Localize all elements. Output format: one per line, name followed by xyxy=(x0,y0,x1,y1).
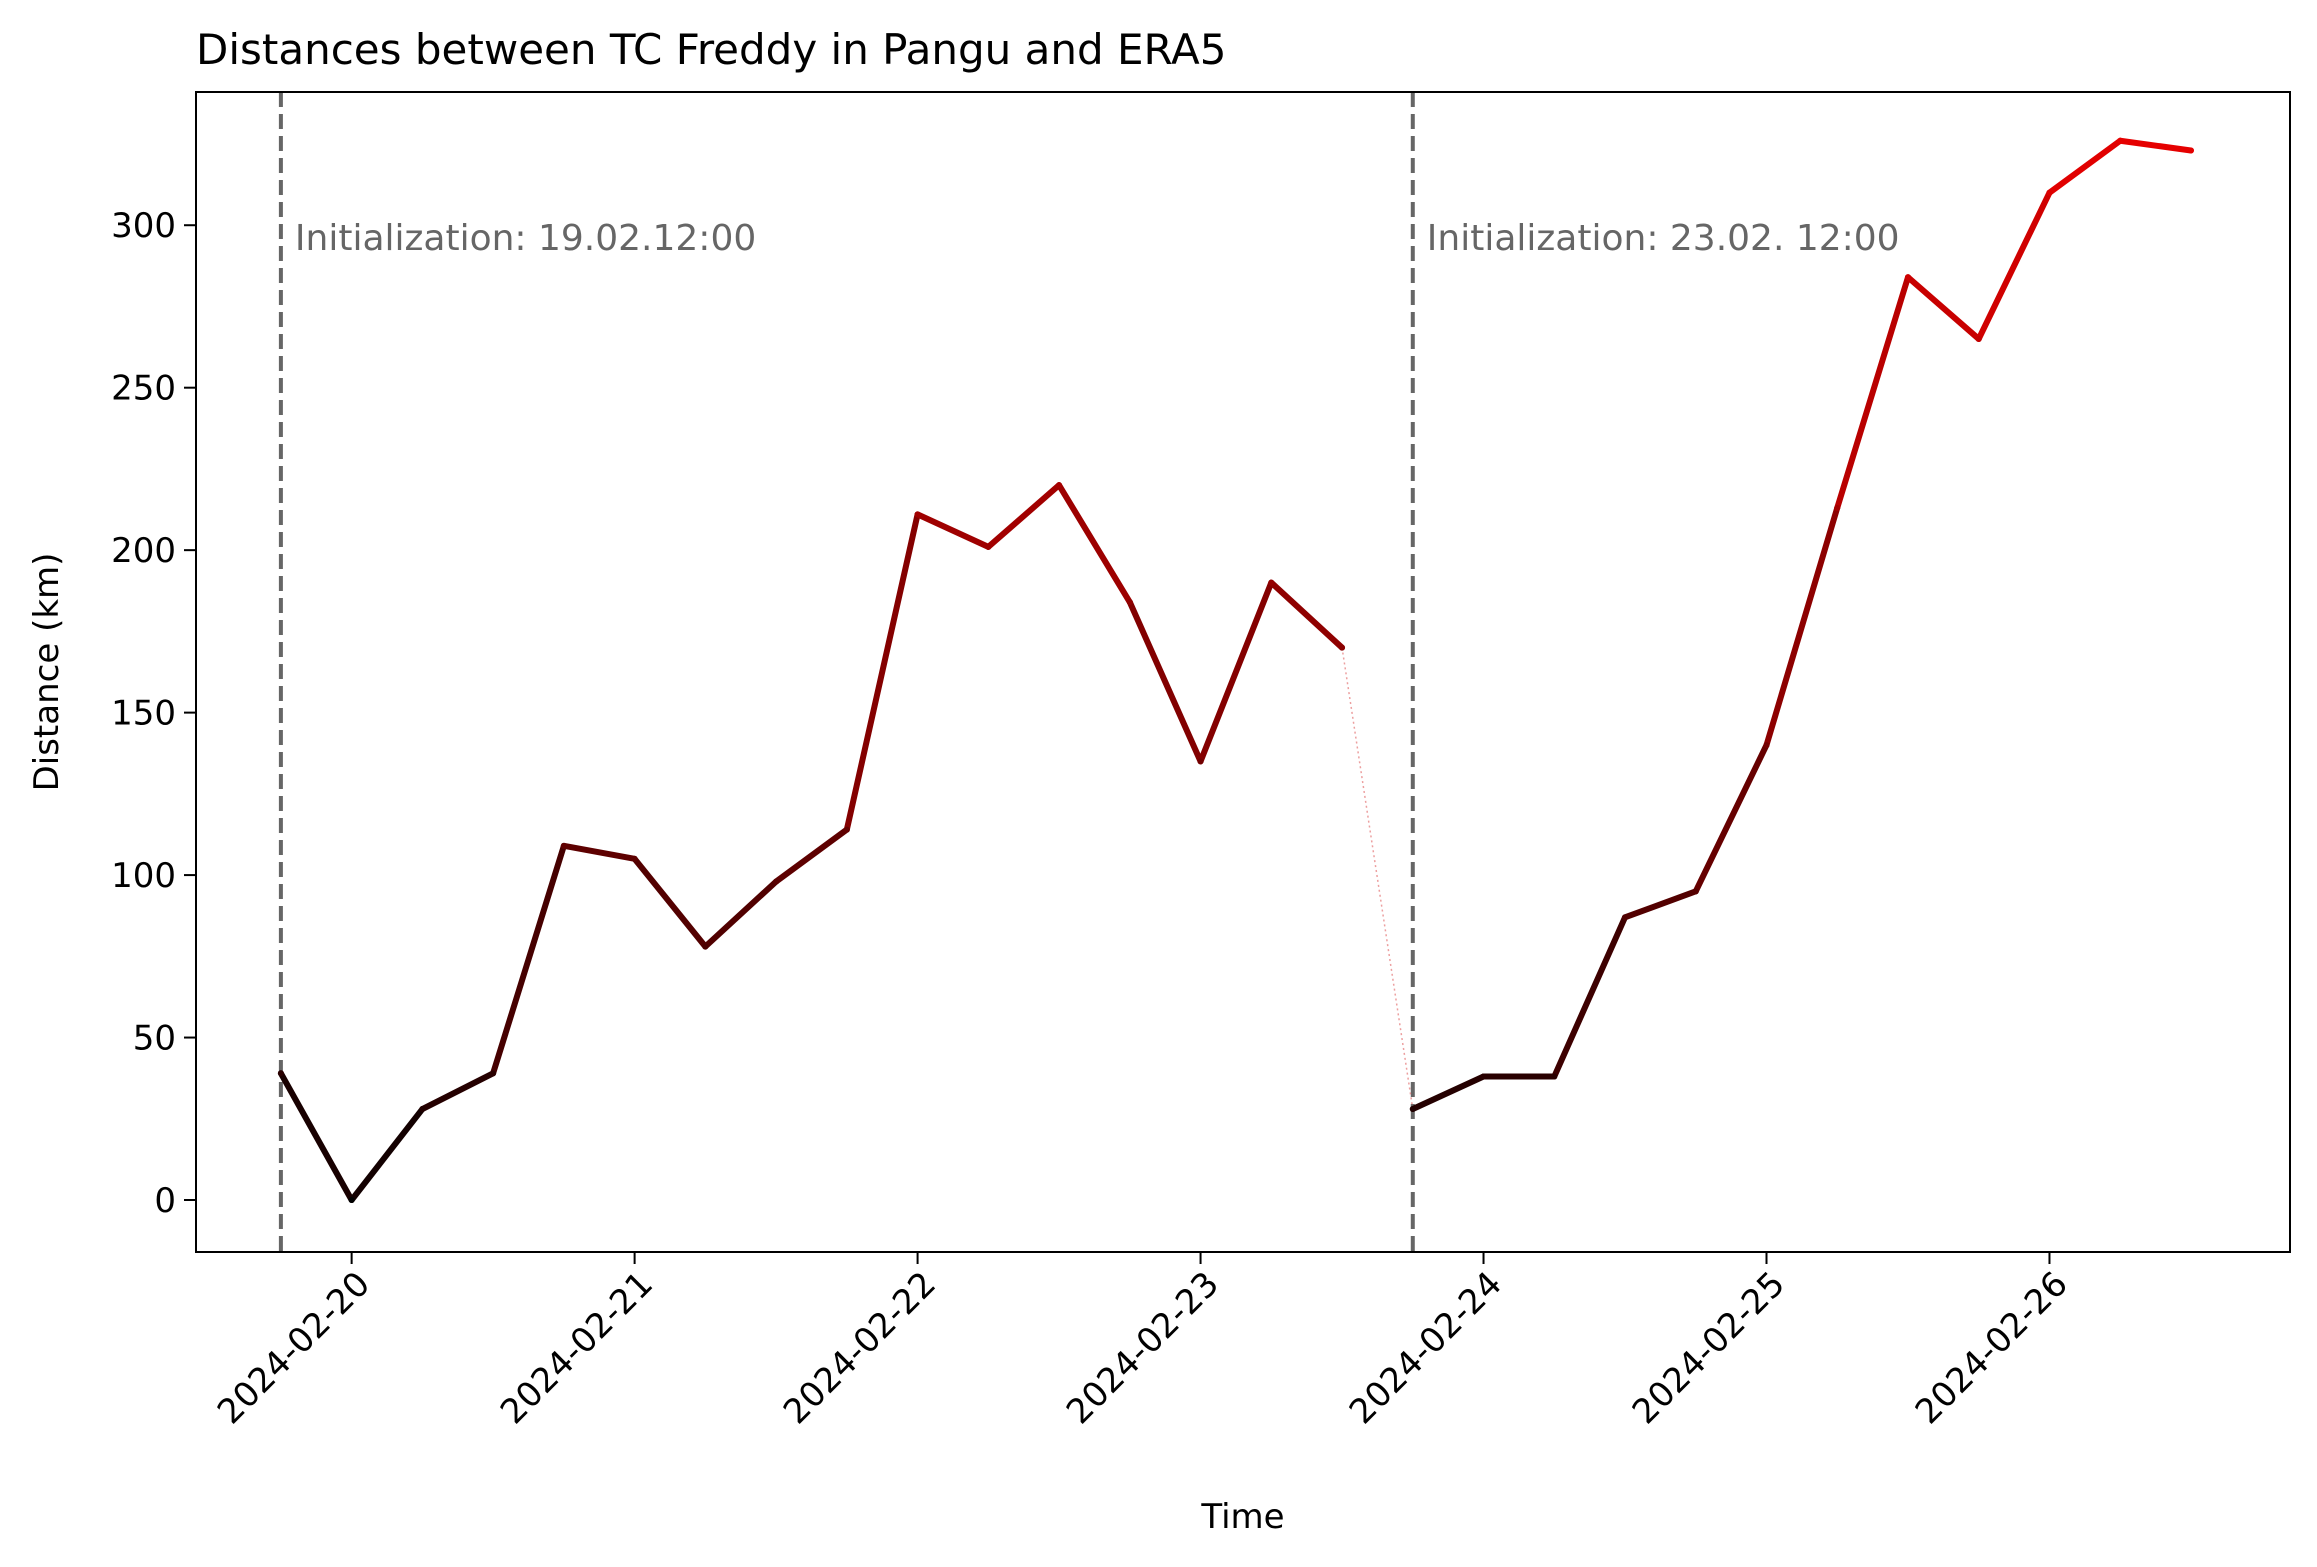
series-0-point-13 xyxy=(1197,758,1204,765)
y-tick-label-50: 50 xyxy=(133,1019,176,1059)
y-tick-label-150: 150 xyxy=(111,694,176,734)
series-0-point-9 xyxy=(914,511,921,518)
y-tick-label-300: 300 xyxy=(111,206,176,246)
series-1-segment-8 xyxy=(1975,189,2053,342)
init-marker-label-0: Initialization: 19.02.12:00 xyxy=(295,218,756,259)
series-1-segment-9 xyxy=(2046,137,2124,196)
series-0-point-4 xyxy=(560,842,567,849)
series-0-point-12 xyxy=(1126,599,1133,606)
series-0-point-2 xyxy=(419,1106,426,1113)
series-0-point-10 xyxy=(985,543,992,550)
y-axis-label: Distance (km) xyxy=(27,553,67,792)
series-1-point-4 xyxy=(1692,888,1699,895)
series-1-segment-7 xyxy=(1904,274,1982,342)
chart-title: Distances between TC Freddy in Pangu and… xyxy=(196,25,1226,74)
series-0-segment-1 xyxy=(348,1106,426,1204)
series-0-segment-7 xyxy=(773,826,850,885)
series-0-segment-0 xyxy=(277,1070,355,1204)
series-0-segment-5 xyxy=(631,855,709,950)
series-0-point-14 xyxy=(1268,579,1275,586)
plot-frame xyxy=(195,91,2291,1253)
series-1-segment-0 xyxy=(1409,1073,1487,1113)
series-1-point-9 xyxy=(2046,189,2053,196)
series-1-segment-5 xyxy=(1763,504,1841,749)
series-0-point-6 xyxy=(702,943,709,950)
series-1-point-3 xyxy=(1622,914,1629,921)
series-0-segment-14 xyxy=(1268,579,1346,651)
series-0-point-3 xyxy=(490,1070,497,1077)
series-0-segment-3 xyxy=(490,842,567,1077)
series-0-segment-12 xyxy=(1126,599,1204,765)
series-0-point-5 xyxy=(631,855,638,862)
series-1-segment-6 xyxy=(1834,274,1911,511)
series-1-segment-10 xyxy=(2117,137,2194,154)
series-1-point-0 xyxy=(1409,1106,1416,1113)
series-0-point-8 xyxy=(843,826,850,833)
series-0-point-1 xyxy=(348,1197,355,1204)
x-axis-label: Time xyxy=(1200,1497,1284,1537)
series-0-segment-13 xyxy=(1197,579,1275,765)
series-0-segment-9 xyxy=(914,511,992,550)
series-1-point-2 xyxy=(1551,1073,1558,1080)
series-1-segment-3 xyxy=(1622,888,1699,921)
series-1-segment-4 xyxy=(1692,742,1770,895)
plot-marks: Initialization: 19.02.12:00 Initializatio… xyxy=(277,92,2194,1252)
series-0-segment-2 xyxy=(419,1070,497,1113)
series-0-point-15 xyxy=(1339,644,1346,651)
series-1-point-8 xyxy=(1975,335,1982,342)
series-1-point-10 xyxy=(2117,137,2124,144)
series-0-point-7 xyxy=(773,878,780,885)
series-1-point-11 xyxy=(2187,147,2194,154)
y-tick-label-100: 100 xyxy=(111,856,176,896)
y-tick-label-0: 0 xyxy=(154,1181,176,1221)
series-0-segment-8 xyxy=(843,511,921,833)
y-tick-label-250: 250 xyxy=(111,369,176,409)
series-0-segment-4 xyxy=(560,842,638,862)
series-0-point-0 xyxy=(277,1070,284,1077)
series-1-point-1 xyxy=(1480,1073,1487,1080)
series-0-point-11 xyxy=(1056,482,1063,489)
series-0-segment-10 xyxy=(985,482,1063,550)
series-1-point-6 xyxy=(1834,504,1841,511)
series-1-segment-2 xyxy=(1551,914,1629,1080)
series-0-segment-11 xyxy=(1056,482,1133,606)
series-1-point-5 xyxy=(1763,742,1770,749)
series-0-segment-6 xyxy=(702,878,780,950)
init-marker-label-1: Initialization: 23.02. 12:00 xyxy=(1427,218,1900,259)
series-1-point-7 xyxy=(1904,274,1911,281)
y-tick-label-200: 200 xyxy=(111,531,176,571)
